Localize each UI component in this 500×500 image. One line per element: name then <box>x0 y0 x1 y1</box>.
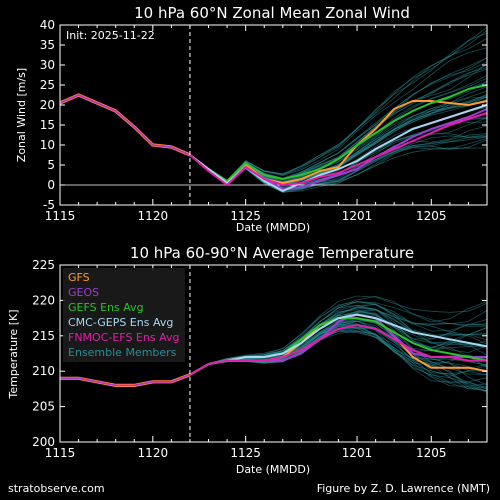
wind-x-tick-label: 1120 <box>138 209 169 223</box>
temp-plot-frame <box>59 264 488 443</box>
temp-series-layer <box>60 295 488 393</box>
wind-x-tick-label: 1205 <box>416 209 447 223</box>
temp-ensemble-member-line <box>189 306 488 376</box>
wind-y-tick-label: 10 <box>40 138 55 152</box>
wind-series-gefs-ens-avg <box>189 84 488 182</box>
wind-analysis-line-mid <box>59 94 191 156</box>
temp-y-axis-label: Temperature [K] <box>7 310 20 400</box>
footer-site-credit: stratobserve.com <box>8 482 105 495</box>
wind-ensemble-member-line <box>189 38 488 182</box>
temp-x-tick-label: 1125 <box>230 446 261 460</box>
temp-legend-entry: GEOS <box>68 286 99 299</box>
wind-y-tick-label: 25 <box>40 78 55 92</box>
temp-series-cmc-geps-ens-avg <box>189 313 488 376</box>
temp-legend-entry: CMC-GEPS Ens Avg <box>68 316 173 329</box>
temp-y-tick-label: 225 <box>32 258 55 272</box>
temp-y-tick-label: 210 <box>32 364 55 378</box>
footer-author-credit: Figure by Z. D. Lawrence (NMT) <box>316 482 490 495</box>
temp-legend-entry: FNMOC-EFS Ens Avg <box>68 331 179 344</box>
temp-y-tick-label: 205 <box>32 400 55 414</box>
temp-y-tick-label: 200 <box>32 435 55 449</box>
wind-y-tick-label: 5 <box>47 158 55 172</box>
wind-x-tick-label: 1115 <box>45 209 76 223</box>
temp-x-tick-label: 1120 <box>138 446 169 460</box>
temp-ensemble-member-line <box>189 295 488 376</box>
temperature-panel: 10 hPa 60-90°N Average Temperature 20020… <box>7 244 488 476</box>
temp-x-tick-label: 1115 <box>45 446 76 460</box>
temp-legend-entry: Ensemble Members <box>68 346 177 359</box>
temp-x-axis-label: Date (MMDD) <box>236 463 310 476</box>
wind-x-axis-label: Date (MMDD) <box>236 221 310 234</box>
wind-y-tick-label: 30 <box>40 58 55 72</box>
wind-series-layer <box>59 27 488 193</box>
temp-axes-layer: 200 205 210 215 220 225 1115 1120 1125 1201 1205 <box>32 258 488 460</box>
temp-chart-title: 10 hPa 60-90°N Average Temperature <box>130 244 414 262</box>
temp-analysis-line-outer <box>60 373 191 387</box>
temp-series-fnmoc-efs-ens-avg <box>189 324 487 376</box>
wind-axes-layer: -5 0 5 10 15 20 25 30 35 40 1115 1120 1125 1201 1205 <box>40 18 488 223</box>
wind-y-tick-label: 15 <box>40 118 55 132</box>
temp-x-tick-label: 1205 <box>416 446 447 460</box>
wind-ensemble-member-line <box>189 47 488 182</box>
wind-plot-frame <box>59 24 488 206</box>
wind-y-tick-label: 40 <box>40 18 55 32</box>
wind-y-tick-label: 35 <box>40 38 55 52</box>
wind-analysis-line-inner <box>59 94 191 156</box>
temp-x-tick-label: 1201 <box>342 446 373 460</box>
temp-y-tick-label: 215 <box>32 329 55 343</box>
temp-legend-entry: GFS <box>68 271 90 284</box>
wind-x-tick-label: 1201 <box>342 209 373 223</box>
temp-y-tick-label: 220 <box>32 293 55 307</box>
temp-ensemble-member-line <box>189 303 488 376</box>
temp-legend-box <box>63 268 185 362</box>
wind-init-annotation: Init: 2025-11-22 <box>66 29 155 42</box>
wind-y-axis-label: Zonal Wind [m/s] <box>15 68 28 162</box>
wind-chart-title: 10 hPa 60°N Zonal Mean Zonal Wind <box>134 4 410 22</box>
temp-legend: GFS GEOS GEFS Ens Avg CMC-GEPS Ens Avg FNMOC… <box>63 268 185 362</box>
wind-y-tick-label: -5 <box>43 198 55 212</box>
wind-x-tick-label: 1125 <box>230 209 261 223</box>
wind-series-fnmoc-efs-ens-avg <box>189 112 488 186</box>
temp-ensemble-member-line <box>189 301 488 376</box>
wind-y-tick-label: 20 <box>40 98 55 112</box>
temp-analysis-line-inner <box>60 374 191 386</box>
wind-y-tick-label: 0 <box>47 178 55 192</box>
wind-panel: 10 hPa 60°N Zonal Mean Zonal Wind -5 0 5 10… <box>15 4 488 234</box>
temp-legend-entry: GEFS Ens Avg <box>68 301 144 314</box>
